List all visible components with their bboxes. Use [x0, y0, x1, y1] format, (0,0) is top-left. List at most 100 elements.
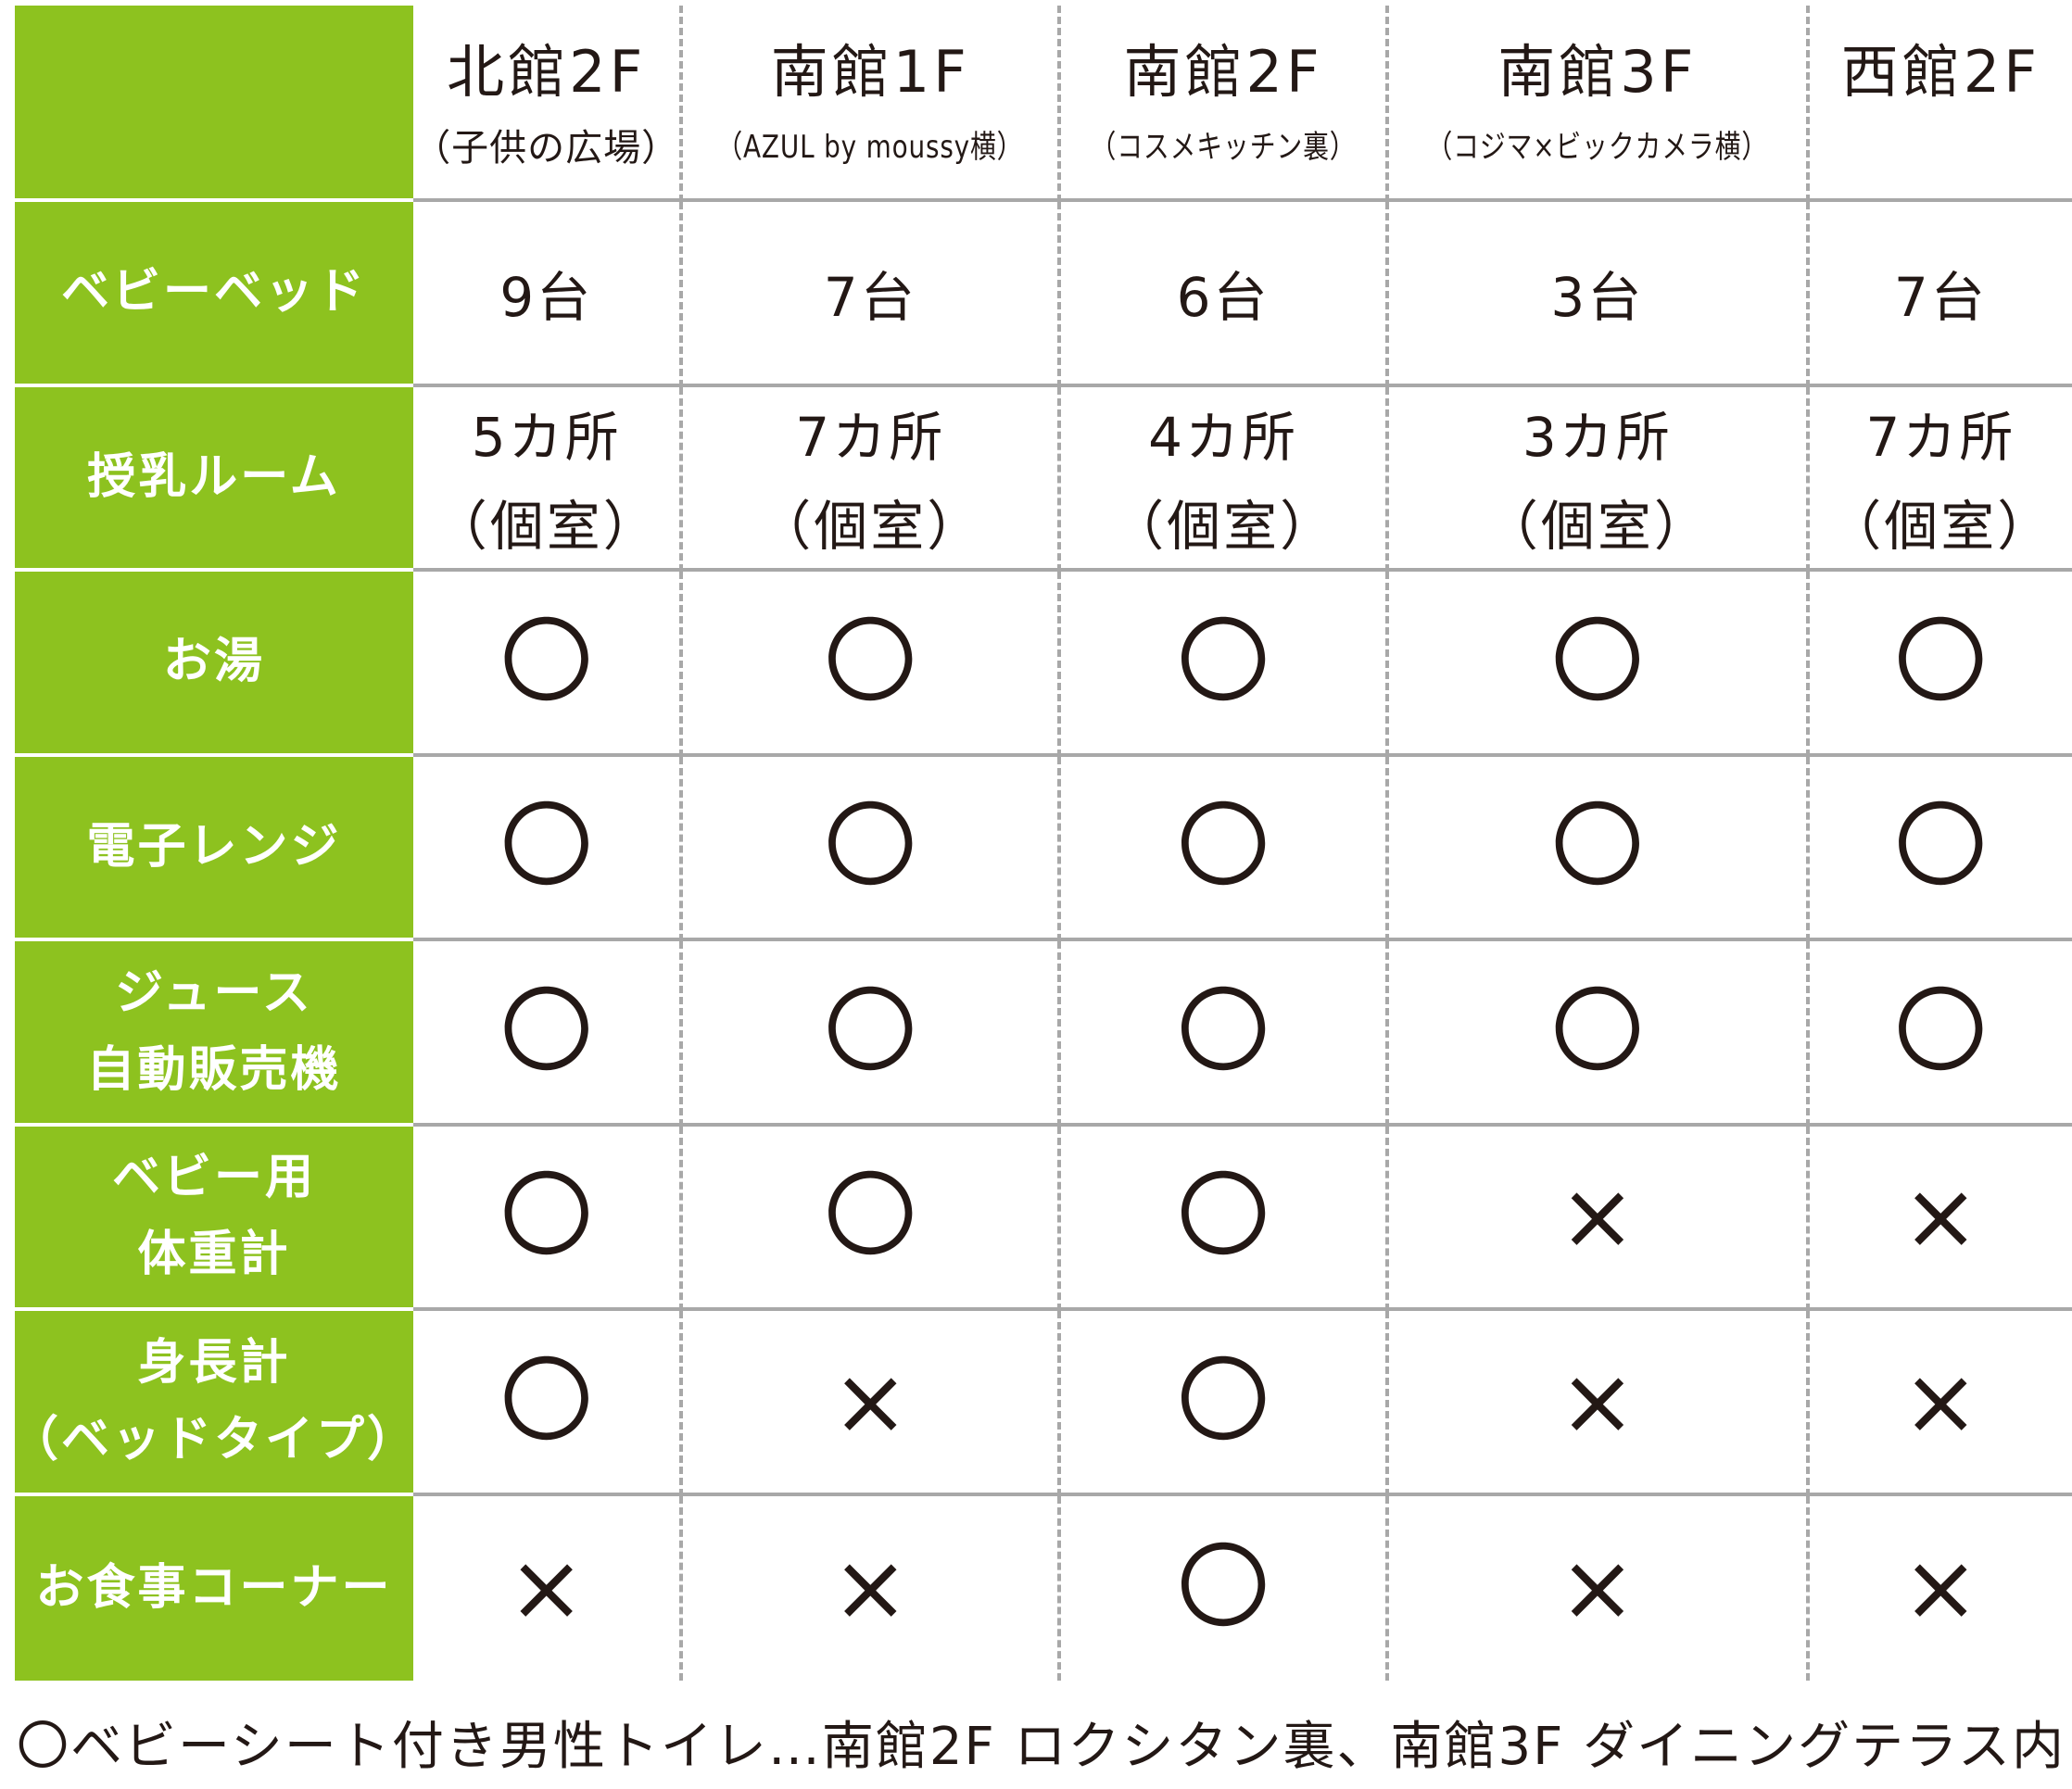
table-cell: 〇 [413, 1127, 680, 1311]
availability-mark: 〇 [499, 792, 593, 901]
availability-mark: 〇 [824, 792, 917, 901]
availability-mark: 〇 [1177, 1162, 1270, 1271]
count-note: （個室） [1110, 495, 1337, 559]
availability-mark: × [831, 1533, 910, 1643]
count-value: 4カ所 [1148, 406, 1299, 470]
count-value: 6台 [1176, 265, 1270, 329]
table-cell: 9台 [413, 202, 680, 387]
table-cell: 7台 [1805, 202, 2072, 387]
row-label-text: 身長計 [137, 1334, 291, 1391]
count-value: 7カ所 [795, 406, 946, 470]
row-label-text: 電子レンジ [86, 818, 342, 875]
row-label-nursing-room: 授乳ルーム [15, 386, 413, 572]
table-cell: × [1805, 1126, 2072, 1311]
row-label-baby-bed: ベビーベッド [15, 202, 413, 387]
table-cell: 7カ所 （個室） [1805, 386, 2072, 572]
availability-mark: 〇 [1177, 792, 1270, 901]
availability-mark: 〇 [824, 607, 917, 716]
column-header: 南館2F （コスメキッチン裏） [1057, 6, 1386, 202]
count-note: （個室） [1484, 495, 1711, 559]
row-label-text: （ベッドタイプ） [10, 1411, 419, 1468]
count-value: 7台 [823, 265, 917, 329]
table-cell: 〇 [413, 941, 680, 1127]
count-value: 5カ所 [471, 406, 622, 470]
table-cell: 7台 [679, 202, 1058, 387]
table-cell: 〇 [1385, 756, 1806, 941]
availability-mark: 〇 [1177, 607, 1270, 716]
row-label-vending-machine: ジュース 自動販売機 [15, 941, 413, 1127]
row-label-microwave: 電子レンジ [15, 756, 413, 941]
count-value: 7台 [1893, 265, 1988, 329]
table-cell: 〇 [679, 572, 1058, 757]
availability-mark: × [507, 1533, 586, 1643]
availability-mark: × [1901, 1346, 1980, 1455]
table-cell: × [679, 1311, 1058, 1496]
row-label-text: 自動販売機 [86, 1041, 342, 1098]
table-cell: 〇 [1385, 572, 1806, 757]
availability-mark: 〇 [1177, 1533, 1270, 1643]
availability-mark: 〇 [1894, 792, 1988, 901]
floor-note: （コスメキッチン裏） [1090, 129, 1357, 167]
row-label-dining-corner: お食事コーナー [15, 1495, 413, 1681]
table-cell: 〇 [1057, 941, 1386, 1127]
availability-mark: × [1901, 1533, 1980, 1643]
row-label-baby-scale: ベビー用 体重計 [15, 1126, 413, 1311]
table-cell: × [1805, 1311, 2072, 1496]
availability-mark: 〇 [824, 1162, 917, 1271]
availability-mark: × [1558, 1346, 1636, 1455]
table-cell: × [413, 1496, 679, 1682]
count-value: 3台 [1550, 265, 1645, 329]
column-header: 南館1F （AZUL by moussy横） [679, 6, 1058, 202]
table-cell: 3カ所 （個室） [1385, 386, 1806, 572]
count-value: 9台 [499, 265, 594, 329]
table-cell: 4カ所 （個室） [1057, 386, 1386, 572]
row-label-text: ジュース [115, 964, 313, 1021]
row-label-text: お湯 [162, 634, 265, 690]
row-label-text: 授乳ルーム [87, 448, 341, 505]
availability-mark: × [831, 1346, 910, 1455]
floor-name: 南館2F [1123, 38, 1323, 106]
floor-note: （AZUL by moussy横） [716, 129, 1024, 167]
availability-mark: 〇 [1550, 792, 1644, 901]
availability-mark: × [1901, 1162, 1980, 1271]
availability-mark: 〇 [499, 1162, 593, 1271]
table-cell: 6台 [1057, 202, 1386, 387]
footnote: 〇ベビーシート付き男性トイレ…南館2F ロクシタン裏、南館3F ダイニングテラス… [17, 1717, 2066, 1777]
row-label-hot-water: お湯 [15, 572, 413, 757]
floor-name: 南館1F [770, 38, 970, 106]
availability-mark: 〇 [1894, 976, 1988, 1086]
table-cell: × [1385, 1495, 1806, 1681]
floor-note: （コジマ×ビックカメラ横） [1426, 129, 1769, 167]
count-value: 7カ所 [1865, 406, 2016, 470]
table-cell: 〇 [413, 1311, 680, 1496]
column-header: 南館3F （コジマ×ビックカメラ横） [1385, 6, 1806, 202]
table-cell: 〇 [1057, 756, 1386, 941]
table-cell: 〇 [1057, 572, 1386, 757]
availability-mark: 〇 [499, 1346, 593, 1455]
table-cell: 〇 [1057, 1495, 1385, 1681]
availability-mark: × [1558, 1533, 1636, 1643]
floor-name: 南館3F [1497, 38, 1698, 106]
floor-name: 西館2F [1840, 38, 2040, 106]
corner-cell [15, 6, 413, 202]
count-note: （個室） [757, 495, 984, 559]
row-label-text: 体重計 [137, 1227, 291, 1283]
table-cell: 〇 [679, 1126, 1058, 1311]
table-cell: × [1385, 1311, 1806, 1496]
count-note: （個室） [1827, 495, 2054, 559]
table-cell: 〇 [1385, 941, 1806, 1127]
table-cell: 〇 [1805, 756, 2072, 941]
floor-note: （子供の広場） [413, 127, 680, 170]
row-label-text: お食事コーナー [35, 1559, 393, 1616]
column-header: 北館2F （子供の広場） [413, 6, 680, 202]
availability-mark: 〇 [1550, 976, 1644, 1086]
column-header: 西館2F [1805, 6, 2072, 202]
count-value: 3カ所 [1522, 406, 1673, 470]
table-cell: 〇 [413, 757, 680, 941]
count-note: （個室） [433, 495, 660, 559]
table-cell: 7カ所 （個室） [679, 386, 1058, 572]
table-cell: 5カ所 （個室） [413, 387, 680, 572]
table-cell: 〇 [1805, 572, 2072, 757]
availability-mark: 〇 [499, 976, 593, 1086]
table-cell: 〇 [413, 572, 680, 757]
